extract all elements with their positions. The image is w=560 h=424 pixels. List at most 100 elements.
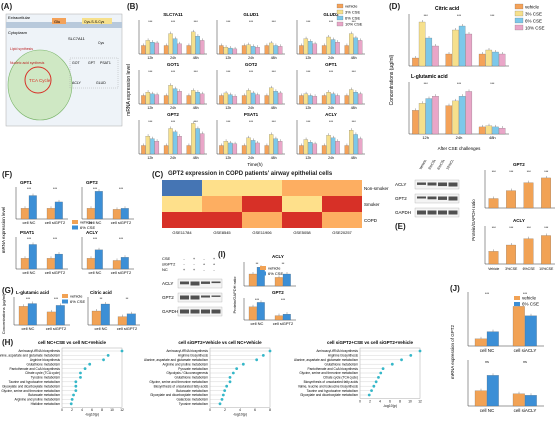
tick-label: 48h — [193, 156, 199, 160]
lane-label: 10%CSE — [445, 160, 456, 171]
plot-frame — [209, 347, 271, 408]
bar — [91, 310, 101, 326]
subplot-title: GOT1 — [167, 62, 180, 67]
dot — [231, 371, 235, 375]
legend-label: vehicle — [525, 5, 540, 10]
sig-stars: *** — [485, 292, 490, 296]
bar — [94, 249, 103, 270]
bar — [86, 258, 95, 270]
bar — [186, 45, 191, 55]
tick-label: 24h — [328, 56, 334, 60]
legend-label: 6% CSE — [345, 16, 360, 21]
bar — [232, 96, 238, 105]
bar — [168, 85, 173, 105]
bar — [223, 47, 229, 55]
panel-j-chart: mRNA expression of GPT2 cell NC *** cell si… — [450, 292, 544, 413]
legend-swatch — [514, 17, 524, 24]
legend-swatch — [62, 294, 68, 298]
sign: - — [203, 267, 205, 272]
bar — [523, 182, 534, 209]
heatmap-cell — [162, 212, 202, 228]
bar — [250, 140, 256, 155]
sig-stars: *** — [329, 20, 334, 24]
dot — [381, 367, 385, 370]
slc-label: SLC7A11 — [68, 36, 86, 41]
blot-band — [448, 182, 458, 187]
sig-stars: *** — [53, 237, 58, 241]
bar — [94, 191, 103, 220]
tick-label: cell NC — [89, 220, 102, 225]
bar — [246, 137, 251, 155]
x-axis-label: Time(h) — [247, 162, 263, 167]
tick-label: 4 — [379, 399, 381, 403]
pathway-term: Glycine, serine and threonine metabolism — [299, 371, 358, 375]
blot-box — [177, 292, 223, 303]
cytoplasm-label: Cytoplasm — [8, 30, 28, 35]
tick-label: 4 — [81, 408, 83, 412]
bar — [465, 91, 473, 135]
bar — [219, 45, 224, 55]
bar — [200, 40, 205, 55]
subplot-title: GPT2 — [513, 162, 525, 167]
tick-label: 12 — [418, 399, 422, 403]
subplot-title: GPT2 — [272, 290, 284, 295]
bar — [168, 33, 173, 55]
glud-label: GLUD — [96, 81, 106, 85]
sig-stars: *** — [119, 187, 124, 191]
column-label: GSE8545 — [213, 230, 231, 235]
sign: - — [183, 262, 185, 267]
bar — [186, 145, 191, 155]
tick-label: cell siACLY — [514, 348, 537, 353]
heatmap-cell — [162, 180, 202, 196]
sig-stars: *** — [226, 120, 231, 124]
legend-label: vehicle — [70, 294, 83, 299]
heatmap-cell — [242, 196, 282, 212]
dot — [79, 371, 82, 375]
panel-c: (C) GPT2 expression in COPD patients' ai… — [150, 170, 390, 248]
bar — [241, 45, 247, 55]
panel-e: (E) Vehicle 3%CSE 6%CSE 10%CSE ACLY GPT2 GAPDH… — [393, 156, 559, 280]
tick-label: cell NC — [480, 408, 495, 413]
blot-band — [201, 295, 210, 298]
bar — [299, 145, 304, 155]
pathway-term: Alanine, aspartate and glutamate metabol… — [144, 358, 208, 362]
bar — [112, 209, 121, 220]
bar — [445, 53, 453, 67]
bar — [312, 43, 318, 55]
blot-band — [438, 210, 447, 215]
panel-f-label: (F) — [2, 170, 13, 179]
bar — [303, 38, 309, 55]
bar — [299, 95, 304, 105]
legend-label: 6% CSE — [80, 225, 95, 230]
sig-stars: *** — [544, 226, 549, 230]
tick-label: cell siGPT2 — [45, 270, 66, 275]
legend-swatch — [62, 299, 68, 304]
lipid-label: Lipid synthesis — [10, 47, 33, 51]
bar — [145, 91, 151, 105]
tick-label: 48h — [271, 156, 277, 160]
bar — [330, 137, 336, 155]
tick-label: 0 — [359, 399, 361, 403]
legend-swatch — [514, 302, 520, 306]
blot-band — [211, 281, 221, 284]
bar — [541, 235, 551, 265]
subplot-title: L-glutamic acid — [16, 290, 49, 295]
tick-label: 6 — [254, 408, 256, 412]
dot — [223, 389, 227, 392]
heatmap-cell — [322, 196, 362, 212]
bar — [27, 303, 37, 326]
sig-stars: *** — [226, 20, 231, 24]
dot — [106, 354, 110, 357]
sig-stars: *** — [93, 237, 98, 241]
tick-label: cell siGPT2 — [117, 326, 138, 331]
tick-label: 12h — [305, 56, 311, 60]
bar — [172, 131, 178, 155]
pathway-term: Butanoate metabolism — [176, 389, 208, 393]
cys2-label: Cys — [98, 41, 104, 45]
tick-label: 6 — [91, 408, 93, 412]
y-axis-label: Protein/GAPDH ratio — [471, 199, 476, 241]
subplot-title: PSAT1 — [20, 230, 35, 235]
bar — [274, 277, 283, 287]
bar — [273, 45, 278, 55]
